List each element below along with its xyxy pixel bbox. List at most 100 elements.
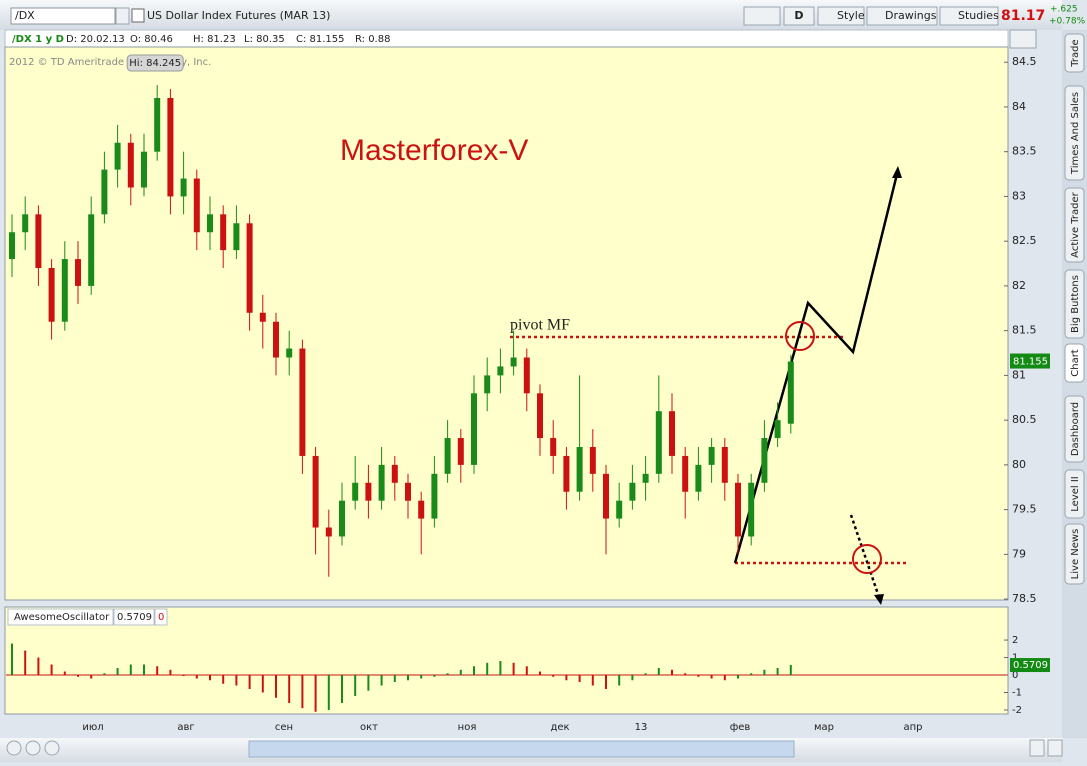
sidebar-tab[interactable] — [1064, 187, 1085, 263]
candle-body — [431, 473, 438, 519]
ao-bar — [776, 668, 779, 676]
candle-body — [774, 420, 781, 439]
zoom-out[interactable] — [6, 740, 22, 756]
sidebar-tab[interactable] — [1064, 395, 1085, 463]
sidebar-tab-label: Times And Sales — [1070, 92, 1081, 175]
copyright: 2012 © TD Ameritrade IP Company, Inc. — [9, 57, 211, 68]
candle-body — [220, 214, 227, 251]
info-item: R: 0.88 — [355, 34, 390, 45]
osc-value-box — [113, 608, 155, 626]
osc-extra: 0 — [158, 612, 164, 623]
candle-body — [655, 411, 662, 474]
ao-bar — [433, 675, 436, 677]
last-value: 81.155 — [1013, 357, 1048, 368]
candle-body — [642, 473, 649, 483]
candle-body — [405, 482, 411, 501]
candle-body — [246, 223, 253, 313]
sidebar-tab-label: Trade — [1070, 39, 1081, 67]
ao-bar — [539, 671, 541, 676]
x-label: окт — [360, 722, 378, 733]
tools-button[interactable] — [743, 6, 781, 26]
drawings-button[interactable] — [866, 6, 938, 26]
ao-bar — [327, 675, 330, 710]
period-button[interactable] — [783, 6, 815, 26]
ao-bar — [499, 661, 502, 676]
candle-body — [167, 98, 174, 197]
scroll-thumb[interactable] — [248, 740, 795, 758]
info-item: H: 81.23 — [193, 34, 236, 45]
sidebar-tab[interactable] — [1064, 269, 1085, 339]
ao-bar — [50, 664, 53, 676]
candle-body — [695, 464, 702, 492]
ao-bar — [710, 675, 713, 679]
y-tick-label: 1 — [1012, 653, 1018, 664]
candle-body — [233, 223, 240, 251]
sidebar-tab[interactable] — [1064, 33, 1085, 73]
candle-body — [510, 357, 517, 367]
candle-body — [61, 259, 68, 322]
osc-value: 0.5709 — [117, 612, 152, 623]
x-label: фев — [730, 722, 751, 733]
candle-body — [497, 366, 504, 376]
y-tick-label: -1 — [1012, 688, 1022, 699]
osc-name-box — [7, 608, 114, 626]
ao-bar — [750, 673, 753, 676]
ao-bar — [341, 675, 343, 703]
scroll-end[interactable] — [1047, 739, 1063, 757]
x-label: ноя — [458, 722, 477, 733]
ao-bar — [420, 675, 423, 679]
ao-bar — [156, 666, 159, 676]
y-tick-label: 80 — [1012, 458, 1026, 471]
ao-bar — [697, 675, 700, 677]
sidebar-tab[interactable] — [1064, 343, 1085, 383]
osc-name: AwesomeOscillator — [14, 612, 110, 623]
ao-bar — [552, 675, 555, 677]
watermark: Masterforex-V — [340, 134, 528, 167]
candle-body — [471, 393, 477, 465]
ao-bar — [63, 671, 66, 676]
candle-body — [444, 438, 451, 474]
ao-bar — [565, 675, 568, 681]
ao-bar — [671, 669, 673, 676]
breakdown-circle — [852, 544, 882, 574]
x-label: авг — [177, 722, 194, 733]
ao-bar — [103, 673, 106, 676]
x-label: апр — [903, 722, 922, 733]
y-tick-label: 79.5 — [1012, 503, 1037, 516]
y-tick-label: 81.5 — [1012, 324, 1037, 337]
candle-body — [721, 446, 728, 483]
info-item: C: 81.155 — [296, 34, 345, 45]
drawings-label: Drawings — [885, 9, 937, 22]
sidebar-tab[interactable] — [1064, 523, 1085, 585]
candle-body — [352, 482, 359, 501]
zoom-fit[interactable] — [44, 740, 60, 756]
compare-icon[interactable] — [131, 8, 145, 23]
chart-settings[interactable] — [1009, 29, 1037, 49]
symbol-box[interactable] — [10, 7, 116, 25]
candle-body — [339, 500, 345, 537]
zoom-in[interactable] — [25, 740, 41, 756]
candle-body — [391, 464, 398, 483]
ao-bar — [605, 675, 607, 690]
last-price: 81.17 — [1001, 8, 1045, 24]
candle-body — [708, 446, 715, 465]
y-tick-label: 2 — [1012, 635, 1018, 646]
ao-bar — [446, 673, 449, 676]
candle-body — [537, 393, 543, 439]
pivot-label: pivot MF — [510, 317, 570, 334]
osc-extra-box — [154, 608, 168, 626]
y-tick-label: 83 — [1012, 189, 1026, 202]
info-item: D: 20.02.13 — [66, 34, 125, 45]
symbol-dropdown[interactable] — [115, 7, 130, 25]
info-item: O: 80.46 — [130, 34, 173, 45]
x-label: 13 — [635, 722, 648, 733]
candle-body — [114, 142, 121, 170]
candle-body — [127, 142, 134, 188]
candle-body — [563, 455, 570, 492]
sidebar-tab[interactable] — [1064, 469, 1085, 519]
scroll-right[interactable] — [1029, 739, 1045, 757]
style-button[interactable] — [817, 6, 865, 26]
studies-button[interactable] — [939, 6, 999, 26]
sidebar-tab[interactable] — [1064, 85, 1085, 181]
